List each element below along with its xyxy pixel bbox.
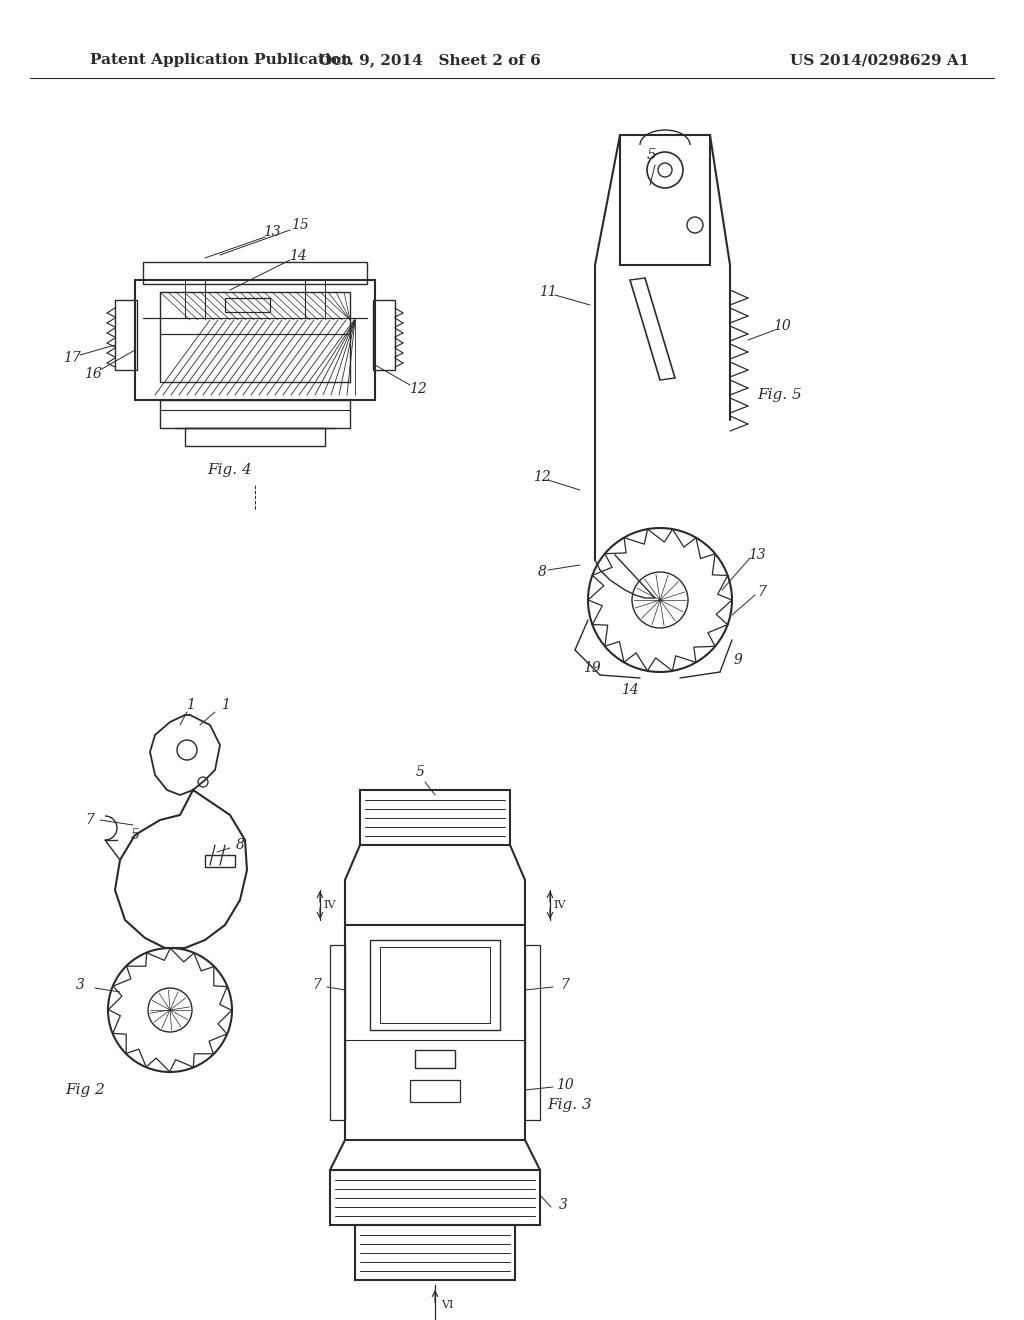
Text: 5: 5 (131, 828, 139, 842)
Text: Oct. 9, 2014   Sheet 2 of 6: Oct. 9, 2014 Sheet 2 of 6 (319, 53, 541, 67)
Text: 5: 5 (647, 148, 656, 162)
Bar (185, 428, 325, 446)
Text: 17: 17 (63, 351, 81, 366)
Text: IV: IV (324, 900, 336, 909)
Text: Patent Application Publication: Patent Application Publication (90, 53, 352, 67)
Text: 7: 7 (560, 978, 569, 993)
Bar (160, 400, 350, 428)
Text: 15: 15 (291, 218, 309, 232)
Bar (345, 925, 525, 1140)
Bar (160, 292, 350, 381)
Text: 12: 12 (410, 381, 427, 396)
Bar (370, 940, 500, 1030)
Bar (205, 855, 234, 867)
Bar (355, 1225, 515, 1280)
Text: 10: 10 (773, 319, 791, 333)
Text: IV: IV (554, 900, 566, 909)
Bar (225, 298, 270, 312)
Text: 7: 7 (86, 813, 94, 828)
Bar (330, 945, 345, 1119)
Bar (360, 789, 510, 845)
Bar (373, 300, 395, 370)
Text: 14: 14 (289, 249, 307, 263)
Text: 8: 8 (538, 565, 547, 579)
Bar (620, 135, 710, 265)
Bar (415, 1049, 455, 1068)
Text: US 2014/0298629 A1: US 2014/0298629 A1 (790, 53, 970, 67)
Text: Fig. 5: Fig. 5 (758, 388, 803, 403)
Text: 16: 16 (84, 367, 101, 381)
Bar (380, 946, 490, 1023)
Bar (143, 261, 367, 284)
Text: 5: 5 (416, 766, 424, 779)
Bar (525, 945, 540, 1119)
Text: Fig. 3: Fig. 3 (548, 1098, 592, 1111)
Text: 19: 19 (583, 661, 601, 675)
Text: 13: 13 (263, 224, 281, 239)
Text: 11: 11 (539, 285, 557, 300)
Text: 7: 7 (758, 585, 766, 599)
Text: 10: 10 (556, 1078, 573, 1092)
Bar (410, 1080, 460, 1102)
Text: 1: 1 (220, 698, 229, 711)
Text: VI: VI (440, 1300, 454, 1309)
Text: 7: 7 (312, 978, 322, 993)
Text: 1: 1 (185, 698, 195, 711)
Bar (330, 1170, 540, 1225)
Text: 9: 9 (733, 653, 742, 667)
Text: 3: 3 (558, 1199, 567, 1212)
Text: 13: 13 (749, 548, 766, 562)
Text: 3: 3 (76, 978, 84, 993)
Text: Fig. 4: Fig. 4 (208, 463, 252, 477)
Text: Fig 2: Fig 2 (66, 1082, 104, 1097)
Text: 8: 8 (236, 838, 245, 851)
Bar (115, 300, 137, 370)
Text: 14: 14 (622, 682, 639, 697)
Bar (135, 280, 375, 400)
Text: 12: 12 (534, 470, 551, 484)
